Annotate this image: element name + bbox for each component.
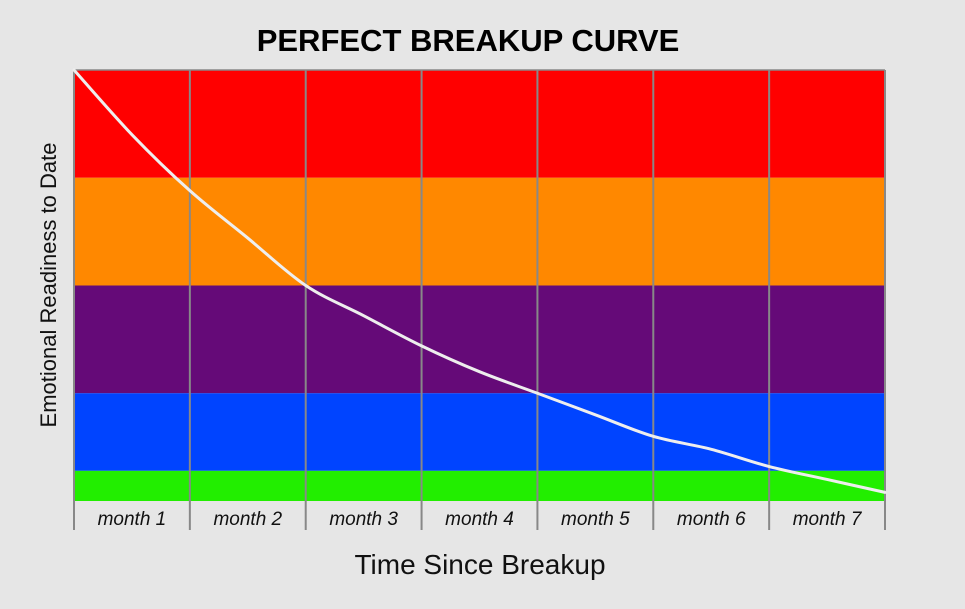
band-1 [74, 70, 885, 178]
x-ticks: month 1 month 2 month 3 month 4 month 5 month… [98, 509, 863, 530]
curve-layer [72, 68, 887, 494]
band-3 [74, 285, 885, 394]
band-4 [74, 393, 885, 471]
grid-lines [73, 69, 886, 530]
x-axis-label: Time Since Breakup [354, 549, 605, 580]
y-axis-label: Emotional Readiness to Date [36, 143, 61, 428]
color-bands [74, 70, 885, 501]
x-tick-label: month 3 [329, 509, 398, 530]
band-5 [74, 470, 885, 501]
x-tick-label: month 4 [445, 509, 514, 530]
x-tick-label: month 7 [793, 509, 863, 530]
band-2 [74, 177, 885, 286]
chart-title: PERFECT BREAKUP CURVE [257, 23, 680, 58]
x-tick-label: month 1 [98, 509, 167, 530]
x-tick-label: month 5 [561, 509, 630, 530]
series-line-0 [72, 68, 887, 494]
x-tick-label: month 6 [677, 509, 746, 530]
x-tick-label: month 2 [213, 509, 282, 530]
